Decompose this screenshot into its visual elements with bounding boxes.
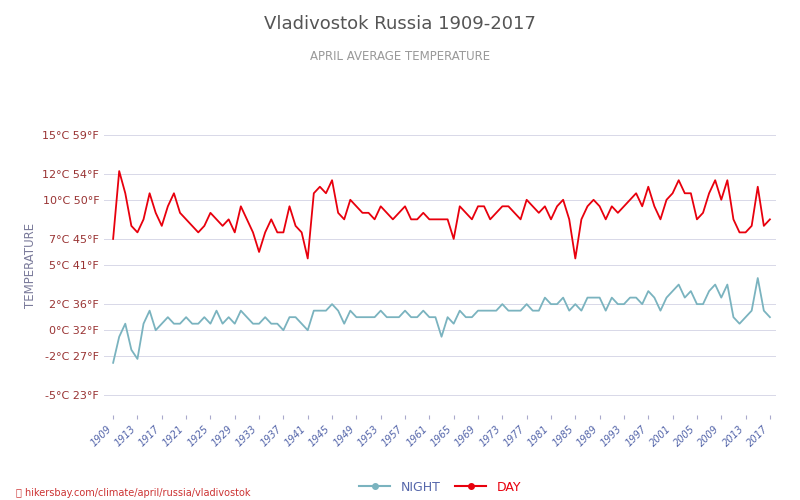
Text: APRIL AVERAGE TEMPERATURE: APRIL AVERAGE TEMPERATURE [310,50,490,63]
Text: 🌐 hikersbay.com/climate/april/russia/vladivostok: 🌐 hikersbay.com/climate/april/russia/vla… [16,488,250,498]
Legend: NIGHT, DAY: NIGHT, DAY [354,476,526,499]
Text: Vladivostok Russia 1909-2017: Vladivostok Russia 1909-2017 [264,15,536,33]
Y-axis label: TEMPERATURE: TEMPERATURE [24,222,37,308]
